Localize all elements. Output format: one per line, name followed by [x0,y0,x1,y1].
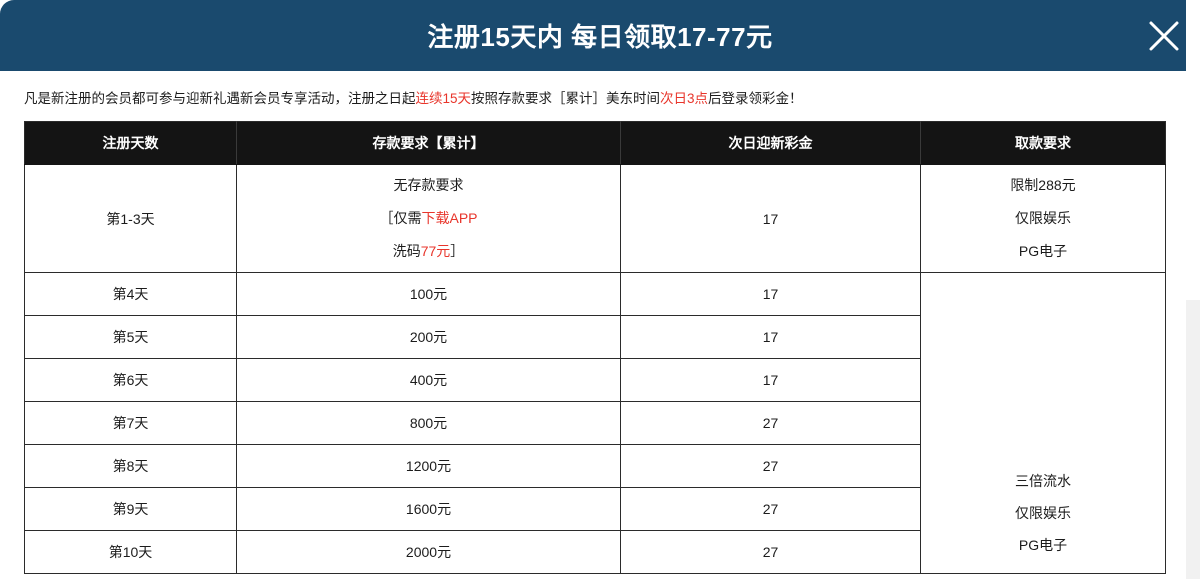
deposit-line-3-prefix: 洗码 [392,243,421,260]
cell-bonus: 17 [620,358,921,403]
cell-deposit: 无存款要求 ［仅需下载APP 洗码77元］ [236,164,621,274]
cell-deposit: 1200元 [236,444,621,489]
cell-withdraw: 限制288元 仅限娱乐 PG电子 [920,164,1166,274]
table-row: 第8天 1200元 27 [24,444,1166,489]
cell-deposit: 200元 [236,315,621,360]
deposit-line-2-prefix: ［仅需 [379,210,422,227]
cell-deposit: 100元 [236,272,621,317]
withdraw-line-1: 限制288元 [1010,177,1076,194]
table-row: 第6天 400元 17 [24,358,1166,403]
cell-deposit: 400元 [236,358,621,403]
column-header-days: 注册天数 [24,121,237,166]
deposit-line-1: 无存款要求 [393,177,464,194]
cell-bonus: 17 [620,315,921,360]
modal-body: 凡是新注册的会员都可参与迎新礼遇新会员专享活动，注册之日起连续15天按照存款要求… [0,71,1200,579]
withdraw-line-2: 仅限娱乐 [1015,210,1071,227]
cell-days: 第10天 [24,530,237,575]
modal-header: 注册15天内 每日领取17-77元 [0,0,1200,71]
deposit-line-2-highlight: 下载APP [421,210,478,227]
table-row: 第1-3天 无存款要求 ［仅需下载APP 洗码77元］ 17 限制288元 仅限… [24,164,1166,274]
cell-deposit: 1600元 [236,487,621,532]
withdraw-merged-line-2: 仅限娱乐 [1015,505,1071,522]
deposit-line-3-highlight: 77元 [420,243,451,260]
table-row: 第5天 200元 17 [24,315,1166,360]
cell-bonus: 27 [620,444,921,489]
intro-highlight-duration: 连续15天 [415,91,472,106]
cell-days: 第7天 [24,401,237,446]
cell-withdraw-merged: 三倍流水 仅限娱乐 PG电子 [920,272,1166,575]
cell-days: 第8天 [24,444,237,489]
cell-days: 第6天 [24,358,237,403]
cell-bonus: 17 [620,164,921,274]
deposit-line-3: 洗码77元］ [243,235,614,268]
cell-bonus: 27 [620,487,921,532]
column-header-deposit: 存款要求【累计】 [236,121,621,166]
cell-days: 第9天 [24,487,237,532]
table-row: 第4天 100元 17 三倍流水 仅限娱乐 PG电子 [24,272,1166,575]
cell-bonus: 27 [620,401,921,446]
modal-title: 注册15天内 每日领取17-77元 [427,22,773,52]
withdraw-line-3: PG电子 [1018,243,1068,260]
intro-part3: 后登录领彩金！ [708,91,803,106]
close-button[interactable] [1128,0,1200,71]
cell-days: 第5天 [24,315,237,360]
cell-deposit: 800元 [236,401,621,446]
cell-days: 第1-3天 [24,164,237,274]
deposit-line-3-suffix: ］ [450,243,465,260]
intro-highlight-time: 次日3点 [660,91,709,106]
intro-part2: 按照存款要求［累计］美东时间 [471,91,661,106]
column-header-bonus: 次日迎新彩金 [620,121,921,166]
column-header-withdraw: 取款要求 [920,121,1166,166]
page-scrollbar-track[interactable] [1186,0,1200,579]
page-scrollbar-thumb[interactable] [1186,0,1200,300]
intro-part1: 凡是新注册的会员都可参与迎新礼遇新会员专享活动，注册之日起 [24,91,416,106]
deposit-line-2: ［仅需下载APP [243,202,614,235]
table-row: 第7天 800元 27 [24,401,1166,446]
withdraw-merged-line-1: 三倍流水 [1015,473,1071,490]
promo-description: 凡是新注册的会员都可参与迎新礼遇新会员专享活动，注册之日起连续15天按照存款要求… [0,71,1200,121]
cell-deposit: 2000元 [236,530,621,575]
withdraw-merged-line-3: PG电子 [1018,537,1068,554]
close-icon [1147,19,1181,53]
cell-days: 第4天 [24,272,237,317]
cell-bonus: 17 [620,272,921,317]
table-header-row: 注册天数 存款要求【累计】 次日迎新彩金 取款要求 [24,121,1166,166]
table-row: 第9天 1600元 27 [24,487,1166,532]
promotion-table: 注册天数 存款要求【累计】 次日迎新彩金 取款要求 第1-3天 无存款要求 ［仅… [24,121,1166,575]
cell-bonus: 27 [620,530,921,575]
table-row: 第10天 2000元 27 [24,530,1166,575]
